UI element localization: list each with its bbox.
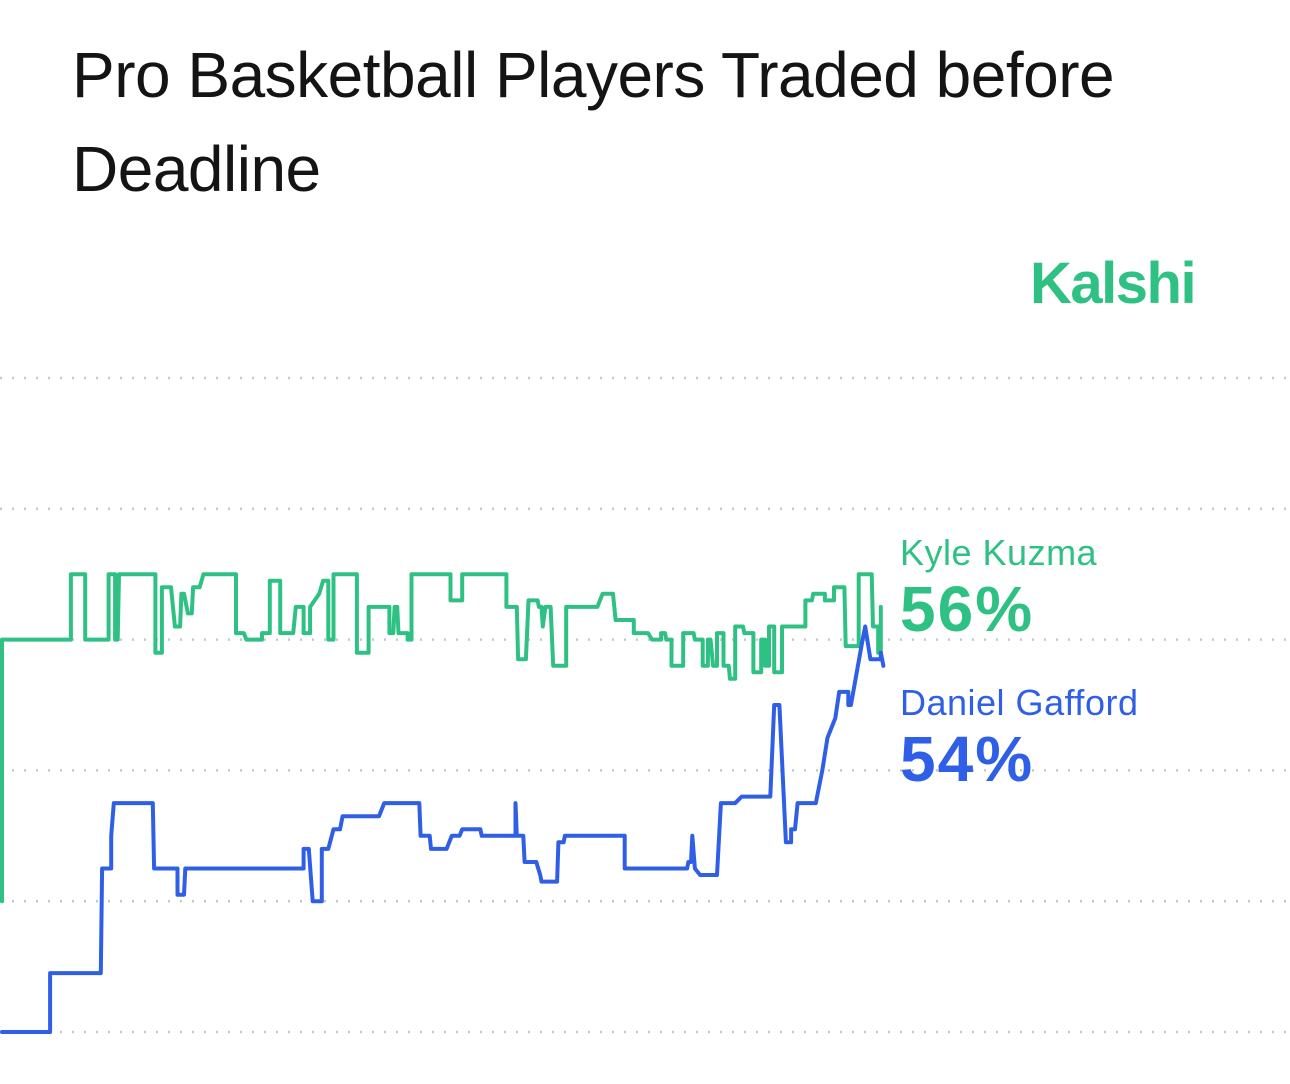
series-line-kyle-kuzma bbox=[0, 572, 883, 904]
series-lines bbox=[0, 572, 886, 1034]
series-value-daniel-gafford: 54% bbox=[900, 723, 1035, 795]
series-label-kyle-kuzma: Kyle Kuzma bbox=[900, 532, 1098, 573]
series-value-kyle-kuzma: 56% bbox=[900, 573, 1035, 645]
kalshi-logo: Kalshi bbox=[1030, 251, 1197, 316]
series-label-daniel-gafford: Daniel Gafford bbox=[900, 682, 1139, 723]
series-line-daniel-gafford bbox=[0, 624, 886, 1034]
chart-title: Pro Basketball Players Traded before Dea… bbox=[72, 39, 1115, 205]
